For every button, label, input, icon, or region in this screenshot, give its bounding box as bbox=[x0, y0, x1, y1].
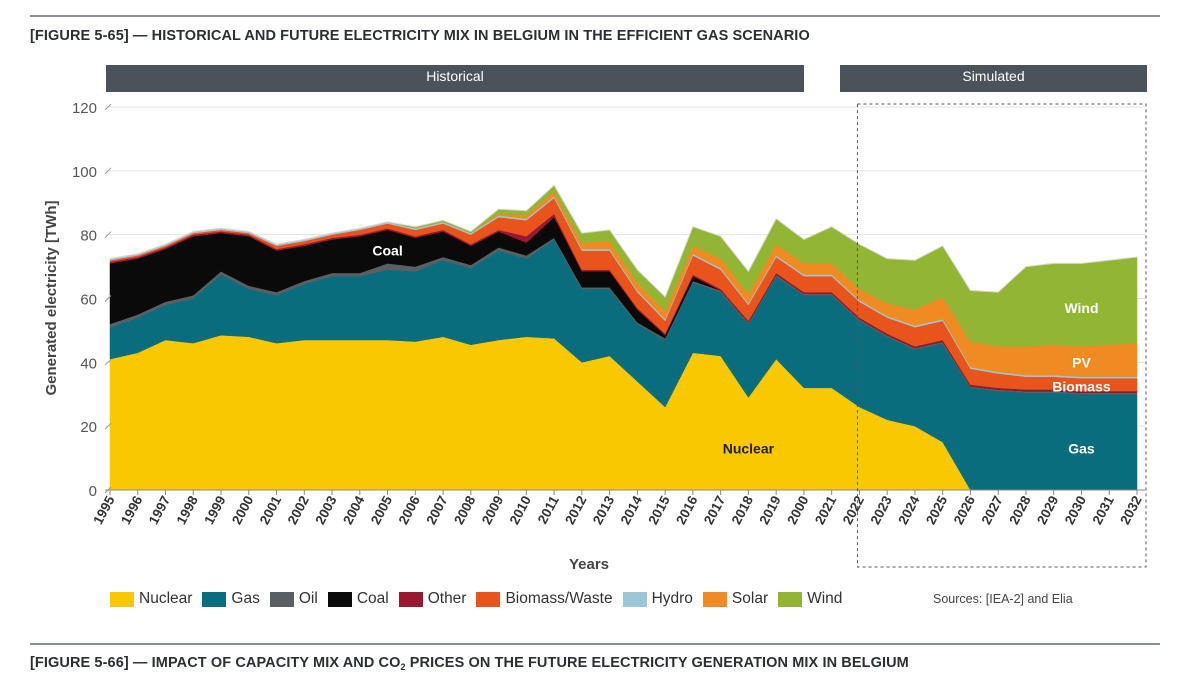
legend-item-oil: Oil bbox=[269, 590, 318, 608]
y-tick-label: 80 bbox=[80, 228, 97, 245]
x-tick-label: 2005 bbox=[368, 493, 396, 527]
y-tick-mark bbox=[104, 422, 112, 430]
legend-label: Biomass/Waste bbox=[505, 590, 613, 607]
x-tick-label: 2003 bbox=[312, 493, 340, 527]
x-tick-label: 2000 bbox=[784, 493, 811, 527]
legend-item-solar: Solar bbox=[702, 590, 769, 608]
middle-rule bbox=[30, 643, 1160, 645]
legend-swatch bbox=[110, 591, 134, 607]
legend-swatch bbox=[476, 591, 501, 607]
legend-swatch bbox=[398, 591, 423, 607]
x-tick-label: 2017 bbox=[701, 493, 728, 527]
y-tick-mark bbox=[104, 295, 112, 302]
x-tick-label: 2002 bbox=[285, 493, 312, 527]
x-tick-label: 2013 bbox=[590, 493, 618, 527]
x-tick-label: 1999 bbox=[201, 493, 228, 527]
legend-item-wind: Wind bbox=[778, 590, 842, 608]
x-axis-label: Years bbox=[569, 556, 609, 573]
legend-swatch bbox=[622, 591, 647, 607]
legend-swatch bbox=[702, 591, 727, 607]
simulated-banner: Simulated bbox=[840, 65, 1147, 92]
x-tick-label: 2031 bbox=[1090, 493, 1118, 527]
y-tick-mark bbox=[104, 358, 112, 366]
x-tick-label: 2023 bbox=[867, 493, 895, 527]
x-tick-label: 2027 bbox=[979, 493, 1006, 527]
legend-label: Oil bbox=[298, 590, 318, 607]
x-tick-label: 2029 bbox=[1034, 493, 1061, 527]
legend-label: Wind bbox=[807, 590, 843, 607]
legend-swatch bbox=[327, 591, 352, 607]
legend-swatch bbox=[202, 591, 227, 607]
figure-66-title: [FIGURE 5-66] — IMPACT OF CAPACITY MIX A… bbox=[30, 655, 909, 672]
annotation-nuclear: Nuclear bbox=[723, 441, 775, 457]
x-tick-label: 2032 bbox=[1117, 493, 1144, 527]
y-axis-label: Generated electricity [TWh] bbox=[43, 200, 60, 395]
legend-label: Gas bbox=[231, 590, 260, 607]
x-tick-label: 2019 bbox=[756, 493, 783, 527]
x-tick-label: 2026 bbox=[951, 493, 979, 527]
area-annotations: Coal Nuclear Wind PV Biomass Gas bbox=[372, 243, 1110, 457]
x-tick-label: 2021 bbox=[812, 493, 840, 527]
x-tick-label: 2022 bbox=[840, 493, 867, 527]
legend-item-coal: Coal bbox=[327, 590, 389, 608]
x-tick-label: 2012 bbox=[562, 493, 589, 527]
x-tick-label: 2009 bbox=[479, 493, 506, 527]
x-tick-label: 2000 bbox=[229, 493, 256, 527]
x-tick-label: 1998 bbox=[174, 493, 202, 527]
x-tick-label: 2015 bbox=[645, 493, 673, 527]
x-tick-label: 2028 bbox=[1006, 493, 1034, 527]
y-tick-label: 20 bbox=[80, 419, 97, 436]
stacked-areas bbox=[109, 184, 1138, 491]
annotation-wind: Wind bbox=[1064, 300, 1098, 316]
legend-item-nuclear: Nuclear bbox=[110, 590, 192, 608]
legend-swatch bbox=[778, 591, 803, 607]
legend-item-biomass-waste: Biomass/Waste bbox=[476, 590, 613, 608]
simulated-box bbox=[856, 103, 1147, 568]
sources-note: Sources: [IEA-2] and Elia bbox=[933, 592, 1073, 606]
historical-banner: Historical bbox=[106, 65, 804, 92]
x-tick-label: 2001 bbox=[257, 493, 285, 527]
annotation-pv: PV bbox=[1072, 354, 1091, 370]
x-tick-label: 1996 bbox=[118, 493, 146, 527]
legend-swatch bbox=[269, 591, 294, 607]
x-tick-label: 2007 bbox=[423, 493, 450, 527]
y-tick-mark bbox=[104, 167, 112, 175]
legend-label: Hydro bbox=[651, 590, 693, 607]
x-tick-label: 2018 bbox=[729, 493, 757, 527]
legend-label: Other bbox=[427, 590, 467, 607]
x-tick-label: 2010 bbox=[507, 493, 534, 527]
y-tick-label: 120 bbox=[72, 100, 97, 117]
legend-item-hydro: Hydro bbox=[622, 590, 693, 608]
y-tick-label: 40 bbox=[80, 355, 97, 372]
y-tick-label: 60 bbox=[80, 292, 97, 309]
x-tick-label: 2030 bbox=[1062, 493, 1089, 527]
x-tick-label: 2025 bbox=[923, 493, 951, 527]
total-outline bbox=[109, 184, 1138, 298]
annotation-biomass: Biomass bbox=[1052, 378, 1111, 394]
x-tick-label: 2011 bbox=[535, 493, 562, 526]
y-tick-mark bbox=[104, 103, 112, 111]
annotation-gas: Gas bbox=[1068, 441, 1095, 457]
y-tick-label: 100 bbox=[72, 164, 97, 181]
x-tick-label: 2014 bbox=[618, 493, 646, 527]
annotation-coal: Coal bbox=[372, 243, 402, 259]
legend-item-gas: Gas bbox=[202, 590, 260, 608]
y-tick-label: 0 bbox=[89, 483, 97, 500]
legend-label: Nuclear bbox=[139, 590, 193, 607]
legend-label: Solar bbox=[731, 590, 769, 607]
legend-item-other: Other bbox=[398, 590, 467, 608]
y-tick-mark bbox=[104, 231, 112, 239]
x-tick-label: 1997 bbox=[146, 493, 173, 527]
x-tick-label: 2008 bbox=[451, 493, 479, 527]
legend-label: Coal bbox=[356, 590, 389, 607]
chart-legend: Nuclear Gas Oil Coal Other Biomass/Waste Hydro… bbox=[110, 589, 852, 609]
x-tick-label: 2004 bbox=[340, 493, 368, 527]
top-rule bbox=[30, 15, 1160, 17]
x-tick-label: 2016 bbox=[673, 493, 701, 527]
figure-65-title: [FIGURE 5-65] — HISTORICAL AND FUTURE EL… bbox=[30, 28, 810, 44]
x-tick-label: 2024 bbox=[895, 493, 923, 527]
x-tick-label: 2006 bbox=[396, 493, 424, 527]
